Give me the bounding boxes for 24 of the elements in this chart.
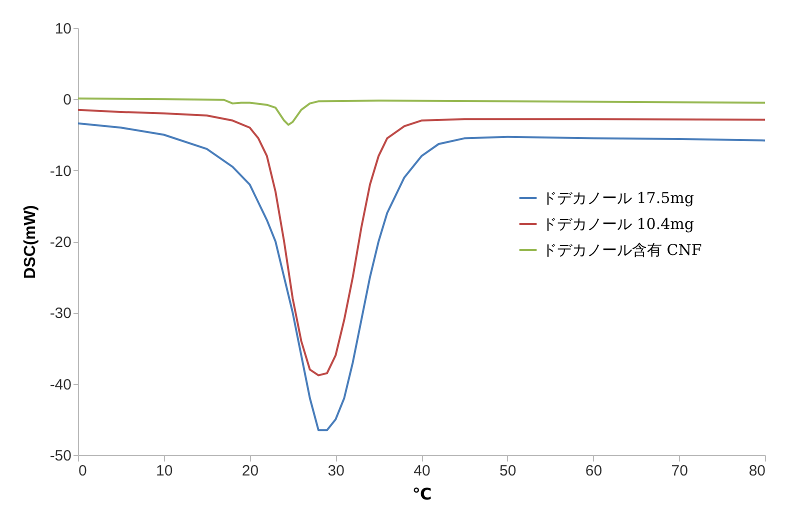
y-axis-title: DSC(mW) — [22, 205, 39, 279]
x-tick-label: 0 — [78, 462, 87, 480]
y-tick-label: 10 — [54, 20, 72, 38]
x-tick-label: 40 — [414, 462, 430, 480]
y-tick-label: -10 — [50, 162, 72, 180]
legend-label: ドデカノール含有 CNF — [542, 241, 702, 259]
y-tick-label: -50 — [50, 448, 72, 464]
x-axis-title: ℃ — [412, 486, 432, 504]
line-series — [78, 97, 765, 126]
x-tick-label: 50 — [500, 462, 516, 480]
x-tick-label: 70 — [671, 462, 688, 480]
legend-label: ドデカノール 10.4mg — [542, 215, 694, 233]
y-tick-label: -20 — [50, 234, 72, 251]
x-tick-label: 10 — [156, 462, 173, 480]
x-tick-label: 80 — [748, 462, 766, 480]
x-tick-label: 20 — [242, 462, 259, 480]
x-tick-label: 60 — [585, 462, 602, 480]
legend-label: ドデカノール 17.5mg — [542, 189, 694, 207]
line-series — [78, 108, 765, 376]
y-tick-label: -40 — [50, 376, 72, 394]
x-tick-label: 30 — [328, 462, 344, 480]
y-tick-label: 0 — [63, 92, 72, 109]
line-series — [78, 122, 765, 432]
y-tick-label: -30 — [50, 305, 72, 322]
